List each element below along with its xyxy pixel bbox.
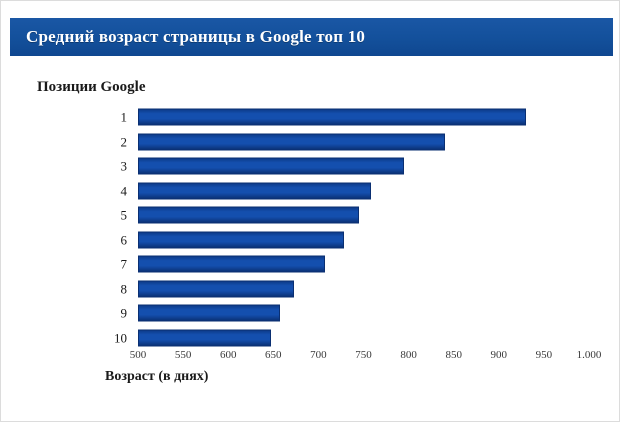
category-label: 9 [120, 305, 128, 321]
x-tick-label: 550 [174, 349, 192, 361]
chart-title-bar: Средний возраст страницы в Google топ 10 [10, 18, 613, 56]
bar-row: 1 [1, 105, 620, 130]
bar [138, 108, 526, 126]
x-tick-label: 850 [445, 349, 462, 361]
bar [138, 304, 280, 322]
x-tick-label: 750 [355, 349, 372, 361]
x-tick-label: 700 [310, 349, 327, 361]
x-axis-title: Возраст (в днях) [105, 369, 209, 384]
bar-row: 5 [1, 203, 620, 228]
category-label: 7 [120, 256, 128, 272]
category-label: 10 [114, 330, 127, 346]
category-label: 6 [120, 232, 128, 248]
x-tick-label: 650 [265, 349, 282, 361]
category-label: 5 [120, 207, 128, 223]
category-label: 4 [120, 183, 128, 199]
bar [138, 255, 325, 273]
x-tick-label: 500 [129, 349, 147, 361]
category-label: 2 [120, 134, 128, 150]
bar [138, 157, 404, 175]
page-title: Средний возраст страницы в Google топ 10 [26, 27, 366, 46]
bar [138, 280, 294, 298]
bar-row: 9 [1, 301, 620, 326]
x-axis-ticks: 500 550 600 650 700 750 800 850 900 950 1.000 [1, 349, 620, 367]
x-tick-label: 800 [400, 349, 417, 361]
x-tick-label: 1.000 [576, 349, 602, 361]
bar [138, 231, 344, 249]
bar [138, 206, 359, 224]
plot-area: 1 2 3 4 5 6 7 8 9 10 [1, 105, 620, 350]
category-label: 1 [120, 109, 128, 125]
category-label: 8 [120, 281, 128, 297]
bar [138, 329, 271, 347]
x-tick-label: 600 [219, 349, 237, 361]
bar-row: 7 [1, 252, 620, 277]
bar-row: 10 [1, 326, 620, 351]
bar-row: 3 [1, 154, 620, 179]
bar [138, 133, 445, 151]
bar [138, 182, 371, 200]
x-tick-label: 950 [535, 349, 553, 361]
bar-row: 6 [1, 228, 620, 253]
bar-row: 4 [1, 179, 620, 204]
y-axis-title: Позиции Google [37, 79, 146, 95]
bar-row: 2 [1, 130, 620, 155]
bar-row: 8 [1, 277, 620, 302]
x-tick-label: 900 [490, 349, 508, 361]
category-label: 3 [120, 158, 128, 174]
